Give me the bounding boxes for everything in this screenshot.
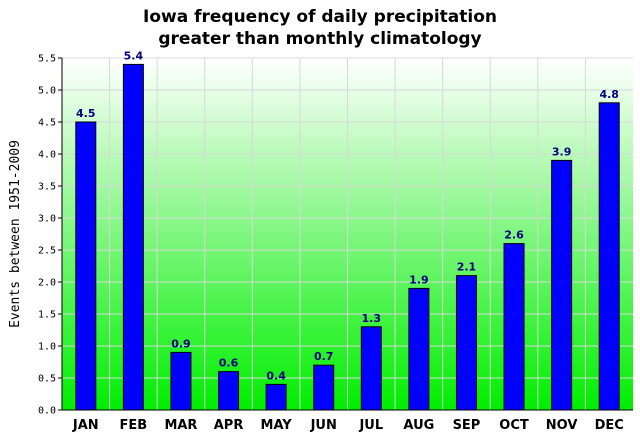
bar-jan [75, 121, 97, 411]
data-label-apr: 0.6 [219, 357, 239, 370]
y-tick-label: 5.0 [38, 86, 56, 97]
chart-title-line-2: greater than monthly climatology [158, 29, 481, 49]
x-tick-label: AUG [403, 418, 434, 433]
bar-mar [170, 351, 192, 411]
y-tick-label: 0.0 [38, 406, 56, 417]
x-tick-label: JUN [310, 418, 337, 433]
bar-jun [313, 364, 335, 411]
y-tick-label: 3.5 [38, 182, 56, 193]
grid-lines [62, 57, 633, 410]
data-label-may: 0.4 [266, 369, 286, 382]
bars [75, 63, 620, 411]
data-label-mar: 0.9 [171, 337, 191, 350]
data-label-sep: 2.1 [457, 261, 477, 274]
data-label-jul: 1.3 [362, 312, 382, 325]
x-tick-label: OCT [499, 418, 529, 433]
y-tick-label: 0.5 [38, 374, 56, 385]
bar-feb [122, 63, 144, 411]
data-label-feb: 5.4 [124, 49, 144, 62]
y-tick-label: 1.0 [38, 342, 56, 353]
x-axis-ticks: JAN FEB MAR APR MAY JUN JUL AUG SEP OCT NOV DEC [72, 418, 624, 433]
data-label-nov: 3.9 [552, 145, 572, 158]
bar-dec [598, 102, 620, 411]
x-tick-label: APR [214, 418, 244, 433]
y-tick-label: 2.0 [38, 278, 56, 289]
data-label-dec: 4.8 [599, 88, 619, 101]
x-tick-label: JUL [358, 418, 383, 433]
data-label-oct: 2.6 [504, 229, 524, 242]
bar-oct [503, 243, 525, 411]
y-tick-label: 5.5 [38, 54, 56, 65]
data-label-jan: 4.5 [76, 107, 96, 120]
chart-title-line-1: Iowa frequency of daily precipitation [143, 7, 497, 27]
x-tick-label: SEP [453, 418, 481, 433]
y-tick-label: 2.5 [38, 246, 56, 257]
y-tick-label: 4.0 [38, 150, 56, 161]
x-tick-label: DEC [595, 418, 624, 433]
x-tick-label: MAR [164, 418, 197, 433]
y-tick-label: 1.5 [38, 310, 56, 321]
x-tick-label: JAN [72, 418, 99, 433]
y-axis-ticks: 0.0 0.5 1.0 1.5 2.0 2.5 3.0 3.5 4.0 4.5 5.0 5.5 [38, 54, 62, 417]
bar-nov [551, 159, 573, 411]
bar-may [265, 383, 287, 411]
bar-sep [455, 275, 477, 411]
y-tick-label: 4.5 [38, 118, 56, 129]
bar-apr [218, 371, 240, 411]
y-tick-label: 3.0 [38, 214, 56, 225]
data-label-aug: 1.9 [409, 273, 429, 286]
bar-aug [408, 287, 430, 411]
x-tick-label: NOV [546, 418, 578, 433]
data-label-jun: 0.7 [314, 350, 334, 363]
x-tick-label: FEB [120, 418, 148, 433]
y-axis-label: Events between 1951-2009 [8, 140, 23, 328]
bar-jul [360, 326, 382, 411]
data-labels: 4.5 5.4 0.9 0.6 0.4 0.7 1.3 1.9 2.1 2.6 3.9 4.8 [76, 49, 619, 382]
x-tick-label: MAY [261, 418, 293, 433]
